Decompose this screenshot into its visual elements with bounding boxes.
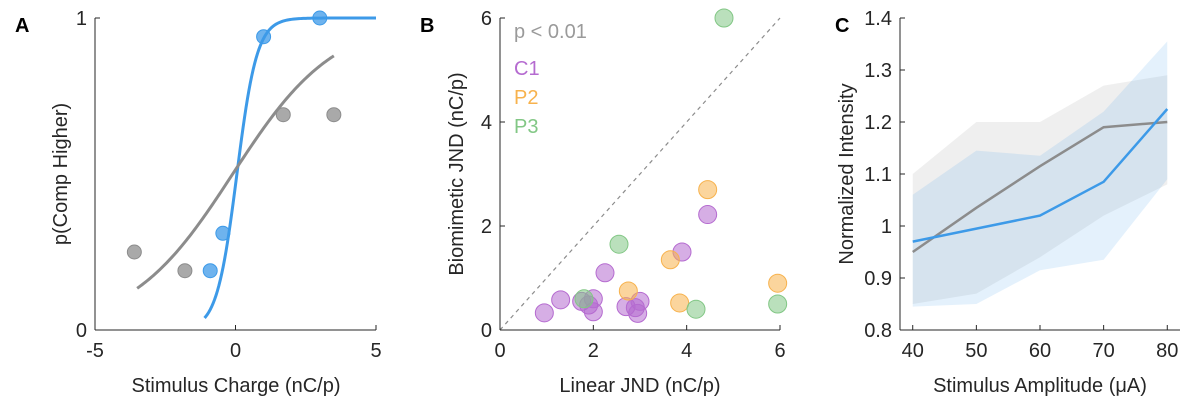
data-point-blue xyxy=(256,29,272,45)
confidence-band-gray xyxy=(912,75,1168,304)
x-tick-label: 6 xyxy=(774,340,785,362)
data-point-p2 xyxy=(618,281,638,301)
x-tick-label: 2 xyxy=(588,340,599,362)
data-point-gray xyxy=(126,244,142,260)
data-points-b xyxy=(534,8,788,323)
x-axis-label-a: Stimulus Charge (nC/p) xyxy=(132,375,341,397)
y-tick-label: 1.4 xyxy=(864,8,892,30)
data-points-a xyxy=(126,10,342,279)
fit-curve-gray xyxy=(136,54,335,290)
y-tick-label: 1 xyxy=(76,8,87,30)
panel-a: A -5 0 501 Stimulus Charge (nC/p) p(Comp H… xyxy=(15,8,382,397)
x-tick-label: 80 xyxy=(1156,340,1178,362)
fit-curve-blue xyxy=(203,16,376,319)
data-point-p3 xyxy=(574,289,594,309)
x-tick-label: 4 xyxy=(681,340,692,362)
x-tick-label: 40 xyxy=(902,340,924,362)
data-point-gray xyxy=(275,107,291,123)
y-tick-label: 0.9 xyxy=(864,268,892,290)
data-point-p2 xyxy=(670,293,690,313)
y-tick-label: 0 xyxy=(481,320,492,342)
x-tick-label: 50 xyxy=(965,340,987,362)
data-point-c1 xyxy=(534,303,554,323)
legend-p2: P2 xyxy=(514,87,538,109)
data-point-p2 xyxy=(698,180,718,200)
series-line-blue xyxy=(912,108,1169,243)
identity-line xyxy=(499,17,781,331)
confidence-band-blue xyxy=(912,41,1168,307)
y-axis-label-b: Biomimetic JND (nC/p) xyxy=(446,72,468,275)
fit-curves-a xyxy=(136,16,376,319)
x-axis-label-c: Stimulus Amplitude (μA) xyxy=(933,375,1147,397)
y-axis-label-a: p(Comp Higher) xyxy=(50,103,72,245)
panel-letter-c: C xyxy=(835,15,849,37)
tick-labels-c: 40 50 60 70 80 0.8 0.9 1 1.1 1.2 1.3 1.4 xyxy=(864,8,1178,362)
data-point-blue xyxy=(312,10,328,26)
data-point-p3 xyxy=(714,8,734,28)
tick-labels-a: -5 0 501 xyxy=(76,8,382,362)
panel-letter-a: A xyxy=(15,15,29,37)
data-point-c1 xyxy=(595,263,615,283)
data-point-p2 xyxy=(768,273,788,293)
legend-c1: C1 xyxy=(514,58,540,80)
y-axis-label-c: Normalized Intensity xyxy=(836,83,858,264)
series-lines-c xyxy=(912,108,1169,254)
data-point-p2 xyxy=(660,250,680,270)
panel-letter-b: B xyxy=(420,15,434,37)
y-tick-label: 0.8 xyxy=(864,320,892,342)
x-axis-label-b: Linear JND (nC/p) xyxy=(559,375,720,397)
y-tick-label: 1.1 xyxy=(864,164,892,186)
panel-c: C 40 50 60 70 80 0.8 0.9 1 1.1 1.2 1.3 1.4 Stimulus… xyxy=(835,8,1180,397)
x-tick-label: 60 xyxy=(1029,340,1051,362)
x-tick-label: -5 xyxy=(86,340,104,362)
x-tick-label: 0 xyxy=(230,340,241,362)
x-tick-label: 5 xyxy=(370,340,381,362)
data-point-p3 xyxy=(768,294,788,314)
x-tick-label: 70 xyxy=(1093,340,1115,362)
y-tick-label: 0 xyxy=(76,320,87,342)
confidence-bands-c xyxy=(912,41,1168,307)
panel-b: B 0 2 4 6 0 2 4 6 p < 0.01 C1 P2 P3 Linear JND … xyxy=(420,8,788,397)
y-tick-label: 2 xyxy=(481,216,492,238)
y-tick-label: 6 xyxy=(481,8,492,30)
data-point-gray xyxy=(177,263,193,279)
y-tick-label: 4 xyxy=(481,112,492,134)
data-point-p3 xyxy=(609,234,629,254)
stat-annotation: p < 0.01 xyxy=(514,21,587,43)
y-tick-label: 1.2 xyxy=(864,112,892,134)
data-point-gray xyxy=(326,107,342,123)
data-point-blue xyxy=(215,225,231,241)
legend-p3: P3 xyxy=(514,116,538,138)
series-line-gray xyxy=(912,120,1168,254)
y-tick-label: 1.3 xyxy=(864,60,892,82)
data-point-c1 xyxy=(698,205,718,225)
y-tick-label: 1 xyxy=(881,216,892,238)
data-point-p3 xyxy=(686,299,706,319)
x-tick-label: 0 xyxy=(494,340,505,362)
data-point-c1 xyxy=(551,290,571,310)
data-point-blue xyxy=(202,263,218,279)
